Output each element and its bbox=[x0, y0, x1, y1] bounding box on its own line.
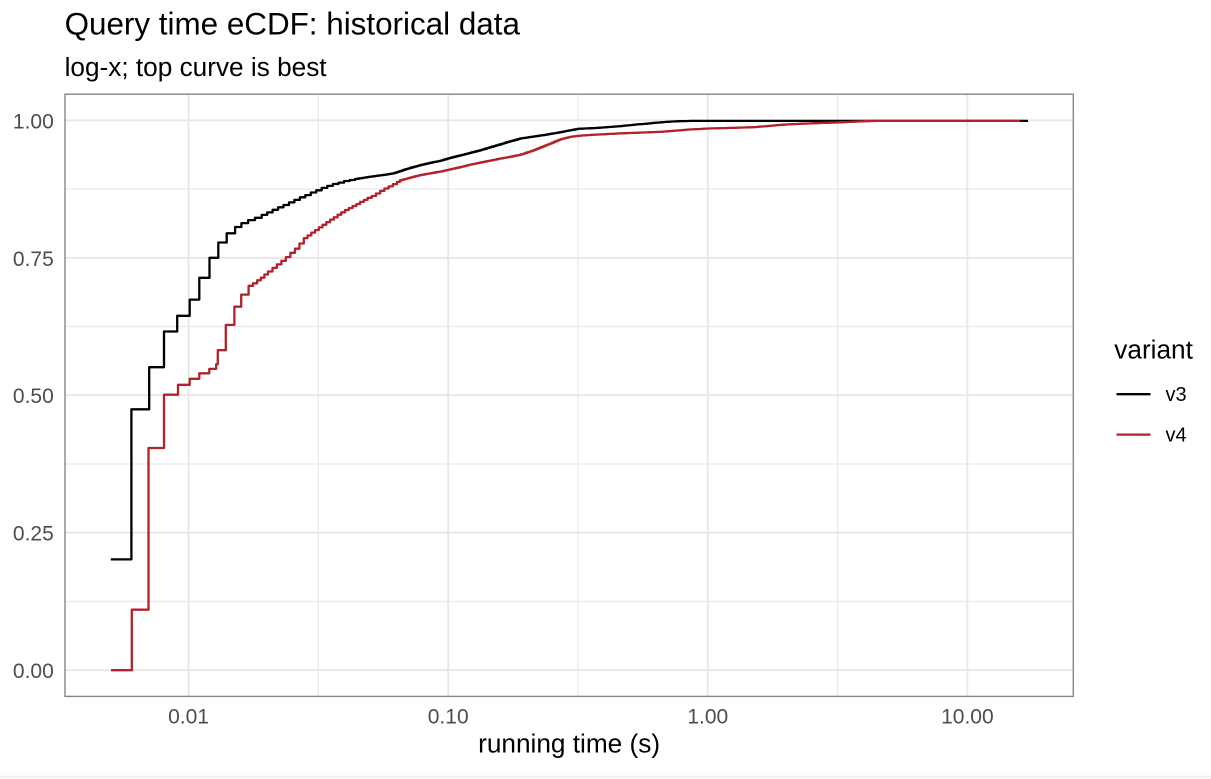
svg-text:1.00: 1.00 bbox=[687, 706, 728, 729]
svg-text:log-x; top curve is best: log-x; top curve is best bbox=[65, 52, 328, 82]
svg-text:0.01: 0.01 bbox=[168, 706, 209, 729]
svg-text:0.25: 0.25 bbox=[13, 523, 54, 546]
svg-text:v4: v4 bbox=[1166, 425, 1187, 447]
svg-text:10.00: 10.00 bbox=[941, 706, 994, 729]
svg-text:running time (s): running time (s) bbox=[478, 729, 660, 759]
svg-text:variant: variant bbox=[1114, 335, 1193, 365]
svg-text:0.75: 0.75 bbox=[13, 248, 54, 271]
svg-text:0.10: 0.10 bbox=[428, 706, 469, 729]
svg-text:Query time eCDF: historical da: Query time eCDF: historical data bbox=[65, 7, 521, 42]
svg-text:0.00: 0.00 bbox=[13, 660, 54, 683]
svg-text:0.50: 0.50 bbox=[13, 385, 54, 408]
svg-text:1.00: 1.00 bbox=[13, 110, 54, 133]
svg-text:v3: v3 bbox=[1166, 384, 1187, 406]
